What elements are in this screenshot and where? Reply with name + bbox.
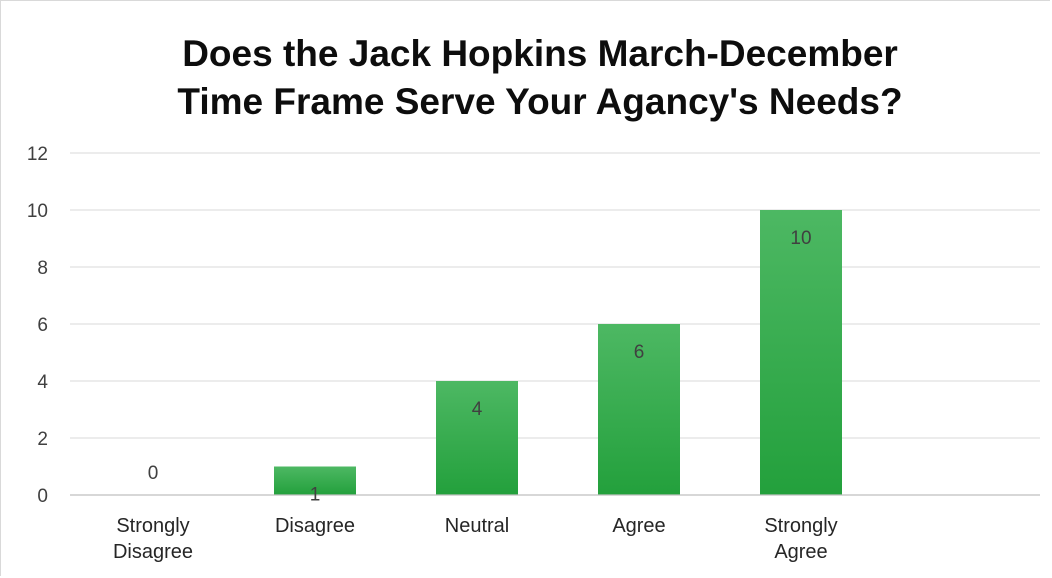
data-label: 0 [148, 463, 159, 484]
y-tick-label: 8 [37, 258, 48, 279]
x-category-label: Strongly [764, 515, 837, 537]
y-tick-label: 10 [27, 201, 48, 222]
x-category-label: Disagree [113, 541, 193, 563]
bar [436, 381, 518, 495]
bar [760, 210, 842, 495]
chart-title-line-1: Does the Jack Hopkins March-December [182, 33, 898, 74]
gridlines [70, 152, 1040, 439]
chart-title: Does the Jack Hopkins March-December Tim… [0, 30, 1052, 126]
y-tick-label: 12 [27, 144, 48, 165]
bar [274, 466, 356, 495]
y-axis-ticks: 0 2 4 6 8 10 12 [27, 144, 49, 507]
y-tick-label: 4 [37, 372, 48, 393]
chart-title-line-2: Time Frame Serve Your Agancy's Needs? [177, 81, 903, 122]
y-tick-label: 2 [37, 429, 48, 450]
bars [274, 210, 842, 495]
x-category-label: Agree [774, 541, 827, 563]
x-category-label: Neutral [445, 515, 509, 537]
y-tick-label: 0 [37, 486, 48, 507]
data-labels: 0 1 4 6 10 [148, 228, 812, 506]
y-tick-label: 6 [37, 315, 48, 336]
data-label: 1 [310, 485, 321, 506]
x-category-label: Agree [612, 515, 665, 537]
x-axis-labels: Strongly Disagree Disagree Neutral Agree Stro… [113, 515, 838, 563]
data-label: 10 [790, 228, 811, 249]
bar [598, 324, 680, 495]
data-label: 4 [472, 399, 483, 420]
x-category-label: Strongly [116, 515, 189, 537]
data-label: 6 [634, 342, 645, 363]
x-category-label: Disagree [275, 515, 355, 537]
